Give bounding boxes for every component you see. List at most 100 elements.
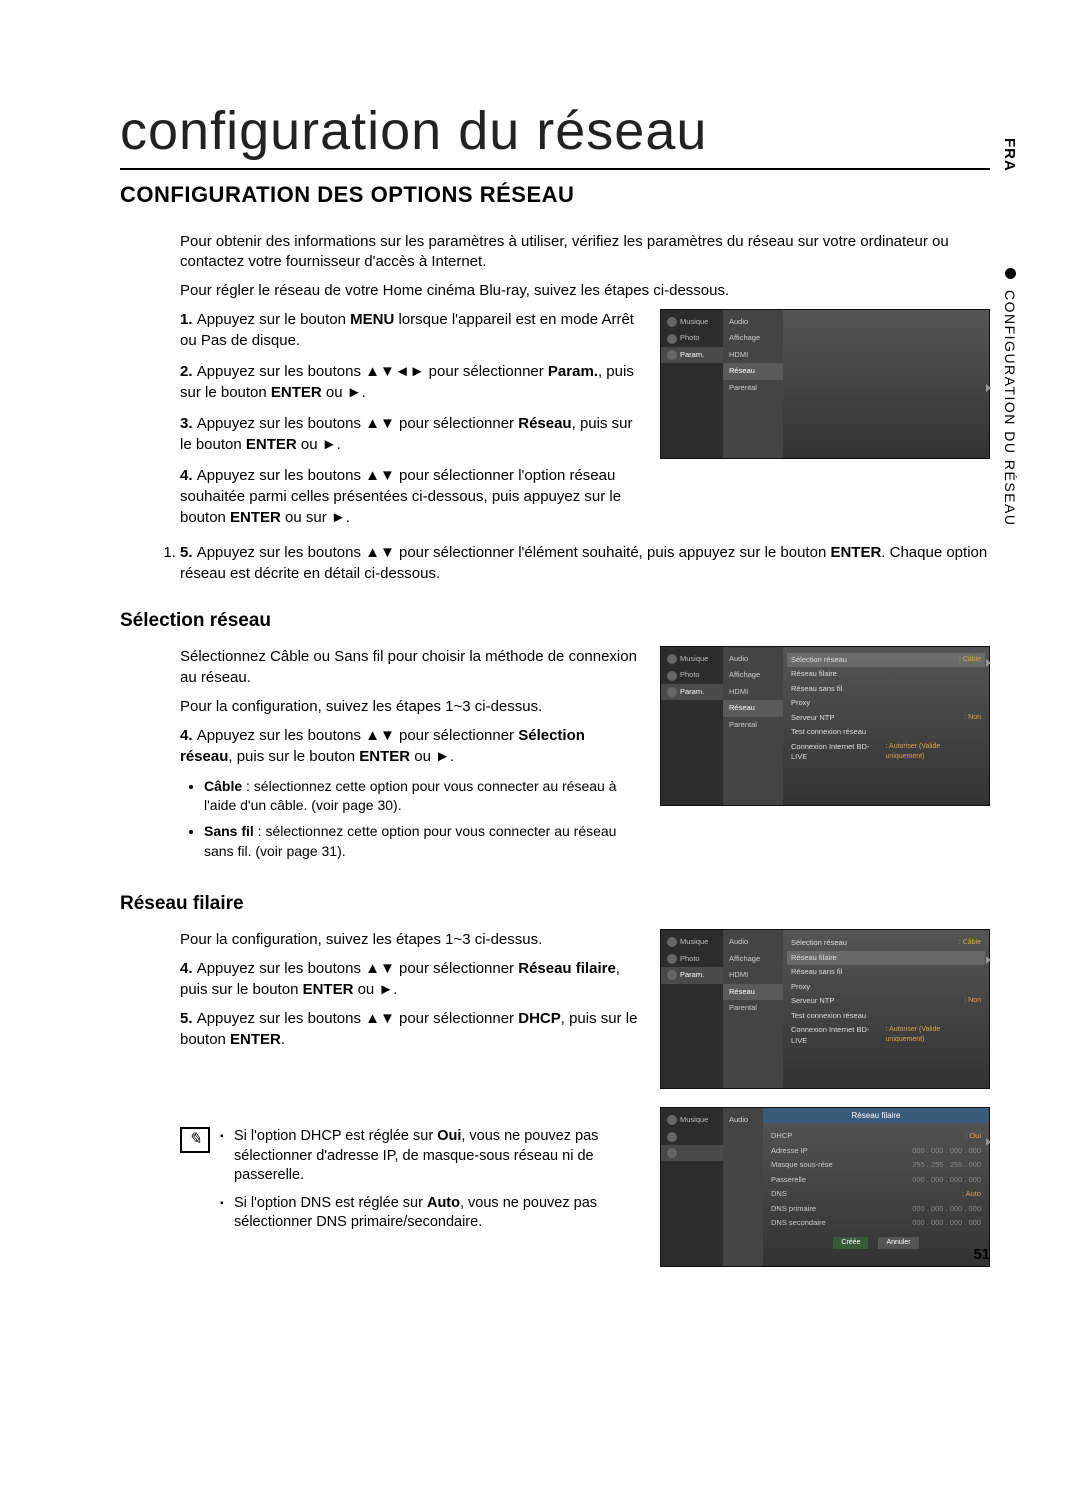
- photo-icon: [667, 954, 677, 964]
- step-text: Appuyez sur les boutons ▲▼ pour sélectio…: [197, 1010, 519, 1027]
- field-value: 000 . 000 . 000 . 000: [912, 1218, 981, 1229]
- step-text: ou ►.: [297, 436, 341, 453]
- arrow-right-icon: [986, 659, 991, 667]
- sidebar-label: Musique: [680, 1115, 708, 1126]
- page-title: configuration du réseau: [120, 100, 990, 170]
- menu-item: HDMI: [723, 347, 783, 364]
- step-bold: Param.: [548, 363, 598, 380]
- field-label: DNS: [771, 1189, 787, 1200]
- step-text: Appuyez sur le bouton: [197, 311, 350, 328]
- opt-label: Proxy: [791, 698, 810, 709]
- intro-text-1: Pour obtenir des informations sur les pa…: [180, 232, 990, 273]
- sub2-step5: 5. Appuyez sur les boutons ▲▼ pour sélec…: [180, 1008, 640, 1050]
- step-bold: ENTER: [230, 509, 281, 526]
- screenshot-menu-reseau: Musique Photo Param. Audio Affichage HDM…: [660, 309, 990, 459]
- step-bold: ENTER: [303, 981, 354, 998]
- photo-icon: [667, 334, 677, 344]
- opt-label: Test connexion réseau: [791, 727, 866, 738]
- menu-item: Audio: [723, 314, 783, 331]
- sidebar-label: Photo: [680, 954, 700, 965]
- page: FRA CONFIGURATION DU RÉSEAU configuratio…: [0, 0, 1080, 1307]
- step-text: ou sur ►.: [281, 509, 350, 526]
- arrow-right-icon: [986, 1138, 991, 1146]
- screenshot-selection-reseau: Musique Photo Param. Audio Affichage HDM…: [660, 646, 990, 806]
- sidebar-label: Param.: [680, 970, 704, 981]
- field-label: DHCP: [771, 1131, 792, 1142]
- screenshot-reseau-filaire-config: Musique Audio Réseau filaire DHCP : Oui A…: [660, 1107, 990, 1267]
- menu-item: Audio: [723, 1112, 763, 1129]
- opt-value: : Câble: [959, 655, 981, 666]
- menu-item: Parental: [723, 717, 783, 734]
- step-bold: ENTER: [359, 748, 410, 765]
- music-icon: [667, 1115, 677, 1125]
- field-value: 000 . 000 . 000 . 000: [912, 1204, 981, 1215]
- music-icon: [667, 654, 677, 664]
- arrow-right-icon: [986, 956, 991, 964]
- step-text: ou ►.: [353, 981, 397, 998]
- side-section-label: CONFIGURATION DU RÉSEAU: [1002, 290, 1018, 526]
- gear-icon: [667, 687, 677, 697]
- music-icon: [667, 317, 677, 327]
- side-bullet-icon: [1005, 268, 1016, 279]
- ok-button: Créée: [833, 1237, 868, 1249]
- step-1: 1. Appuyez sur le bouton MENU lorsque l'…: [180, 309, 640, 351]
- opt-value: : Autoriser (Valide uniquement): [886, 742, 981, 763]
- opt-label: Test connexion réseau: [791, 1011, 866, 1022]
- field-value: : Oui: [965, 1131, 981, 1142]
- field-value: 000 . 000 . 000 . 000: [912, 1146, 981, 1157]
- step-text: ou ►.: [322, 384, 366, 401]
- subsection-selection-reseau: Sélection réseau: [120, 610, 990, 632]
- sidebar-label: Photo: [680, 333, 700, 344]
- sidebar-label: Param.: [680, 687, 704, 698]
- step-3: 3. Appuyez sur les boutons ▲▼ pour sélec…: [180, 413, 640, 455]
- step-bold: MENU: [350, 311, 394, 328]
- menu-item: Affichage: [723, 330, 783, 347]
- opt-label: Sélection réseau: [791, 655, 847, 666]
- note-bold: Auto: [427, 1195, 460, 1211]
- sub1-text2: Pour la configuration, suivez les étapes…: [180, 696, 640, 717]
- menu-item-selected: Réseau: [723, 700, 783, 717]
- menu-item-selected: Réseau: [723, 363, 783, 380]
- menu-item: Affichage: [723, 667, 783, 684]
- menu-item-selected: Réseau: [723, 984, 783, 1001]
- opt-label: Serveur NTP: [791, 713, 834, 724]
- bullet-text: : sélectionnez cette option pour vous co…: [204, 823, 616, 859]
- sub2-step4: 4. Appuyez sur les boutons ▲▼ pour sélec…: [180, 958, 640, 1000]
- arrow-right-icon: [986, 384, 991, 392]
- step-text: , puis sur le bouton: [228, 748, 359, 765]
- music-icon: [667, 937, 677, 947]
- opt-label: Réseau sans fil: [791, 967, 842, 978]
- field-label: Masque sous-rése: [771, 1160, 833, 1171]
- opt-value: : Autoriser (Valide uniquement): [886, 1025, 981, 1046]
- gear-icon: [667, 970, 677, 980]
- step-text: Appuyez sur les boutons ▲▼ pour sélectio…: [197, 415, 519, 432]
- opt-value: : Câble: [959, 938, 981, 949]
- menu-item: Affichage: [723, 951, 783, 968]
- field-label: Adresse IP: [771, 1146, 808, 1157]
- menu-item: Audio: [723, 651, 783, 668]
- sidebar-label: Photo: [680, 670, 700, 681]
- menu-item: HDMI: [723, 684, 783, 701]
- step-bold: ENTER: [271, 384, 322, 401]
- gear-icon: [667, 1148, 677, 1158]
- field-label: DNS primaire: [771, 1204, 816, 1215]
- step-2: 2. Appuyez sur les boutons ▲▼◄► pour sél…: [180, 361, 640, 403]
- note-dns: Si l'option DNS est réglée sur Auto, vou…: [220, 1194, 640, 1233]
- photo-icon: [667, 671, 677, 681]
- step-bold: ENTER: [246, 436, 297, 453]
- bullet-sansfil: Sans fil : sélectionnez cette option pou…: [204, 822, 640, 861]
- language-tab: FRA: [1001, 138, 1018, 172]
- note-icon: ✎: [180, 1127, 210, 1153]
- opt-label: Réseau filaire: [791, 953, 837, 964]
- field-label: DNS secondaire: [771, 1218, 826, 1229]
- panel-title: Réseau filaire: [763, 1108, 989, 1123]
- opt-label: Réseau filaire: [791, 669, 837, 680]
- sidebar-label: Param.: [680, 350, 704, 361]
- menu-item: Parental: [723, 380, 783, 397]
- step-bold: Réseau filaire: [518, 960, 616, 977]
- field-value: 000 . 000 . 000 . 000: [912, 1175, 981, 1186]
- step-bold: ENTER: [230, 1031, 281, 1048]
- note-text: Si l'option DHCP est réglée sur: [234, 1128, 437, 1144]
- sidebar-label: Musique: [680, 937, 708, 948]
- opt-label: Proxy: [791, 982, 810, 993]
